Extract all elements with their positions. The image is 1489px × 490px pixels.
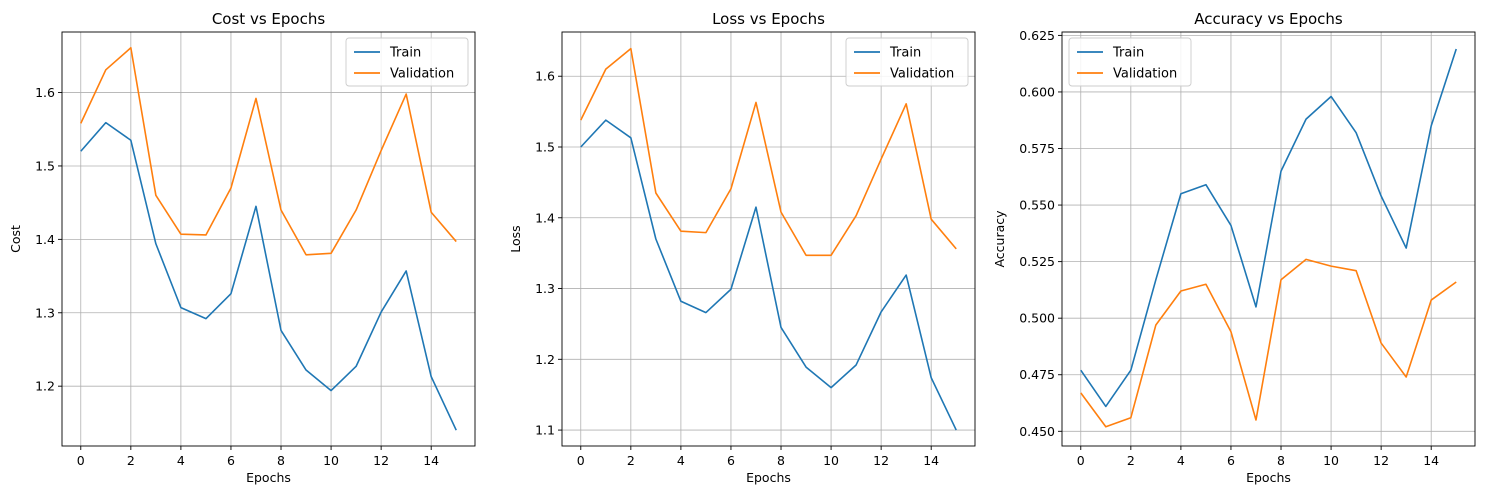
legend: Train Validation <box>845 37 969 87</box>
axes-frame <box>561 31 976 447</box>
series-line-validation <box>80 46 457 256</box>
legend-box <box>345 37 469 87</box>
x-tick-label: 12 <box>373 453 389 468</box>
x-axis-label: Epochs <box>746 470 791 485</box>
y-tick-label: 1.5 <box>35 158 55 173</box>
legend: Train Validation <box>345 37 469 87</box>
y-axis-label: Accuracy <box>992 210 1007 268</box>
x-tick-label: 4 <box>177 453 185 468</box>
legend-box <box>1068 37 1192 87</box>
y-tick-label: 0.500 <box>1019 311 1055 326</box>
y-tick-label: 0.600 <box>1019 84 1055 99</box>
x-tick-label: 8 <box>277 453 285 468</box>
x-tick-label: 0 <box>577 453 585 468</box>
y-tick-label: 1.2 <box>535 352 555 367</box>
x-tick-label: 12 <box>1373 453 1389 468</box>
y-tick-label: 0.525 <box>1019 254 1055 269</box>
y-tick-label: 0.625 <box>1019 28 1055 43</box>
x-axis-label: Epochs <box>1246 470 1291 485</box>
chart-panel-2: 0 2 4 6 8 10 12 14 1.1 1.2 1.3 1.4 1.5 1.6 Loss vs Epo… <box>508 10 976 485</box>
x-tick-label: 2 <box>627 453 635 468</box>
x-tick-label: 12 <box>873 453 889 468</box>
y-tick-label: 1.6 <box>535 69 555 84</box>
legend-box <box>845 37 969 87</box>
y-tick-label: 0.550 <box>1019 198 1055 213</box>
chart-title: Loss vs Epochs <box>712 10 825 28</box>
chart-panel-3: 0 2 4 6 8 10 12 14 0.450 0.475 0.500 0.525 0.550 0.57… <box>992 10 1476 485</box>
x-tick-label: 14 <box>423 453 439 468</box>
x-tick-label: 4 <box>677 453 685 468</box>
y-axis-label: Loss <box>508 225 523 252</box>
y-tick-label: 1.1 <box>535 423 555 438</box>
chart-title: Cost vs Epochs <box>212 10 326 28</box>
series-line-validation <box>580 47 957 257</box>
x-tick-label: 14 <box>1423 453 1439 468</box>
legend-label-validation: Validation <box>890 67 954 82</box>
x-tick-label: 4 <box>1177 453 1185 468</box>
series-line-train <box>1080 48 1457 408</box>
y-tick-label: 1.4 <box>35 232 55 247</box>
x-tick-label: 6 <box>727 453 735 468</box>
x-tick-label: 14 <box>923 453 939 468</box>
axes-frame <box>1061 31 1476 447</box>
x-tick-label: 10 <box>323 453 339 468</box>
y-tick-label: 1.3 <box>35 305 55 320</box>
x-tick-label: 6 <box>1227 453 1235 468</box>
x-tick-label: 0 <box>1077 453 1085 468</box>
y-axis-label: Cost <box>8 225 23 253</box>
y-tick-label: 1.3 <box>535 281 555 296</box>
y-tick-label: 1.5 <box>535 140 555 155</box>
x-tick-label: 10 <box>1323 453 1339 468</box>
y-tick-label: 0.450 <box>1019 424 1055 439</box>
y-tick-label: 0.575 <box>1019 141 1055 156</box>
series-line-train <box>80 121 457 431</box>
x-tick-label: 6 <box>227 453 235 468</box>
chart-panel-1: 0 2 4 6 8 10 12 14 1.2 1.3 1.4 1.5 1.6 Cost vs Epochs… <box>8 10 476 485</box>
x-tick-label: 10 <box>823 453 839 468</box>
y-tick-label: 1.6 <box>35 85 55 100</box>
chart-title: Accuracy vs Epochs <box>1194 10 1343 28</box>
y-tick-label: 1.4 <box>535 210 555 225</box>
x-tick-label: 2 <box>127 453 135 468</box>
series-line-validation <box>1080 258 1457 428</box>
legend-label-validation: Validation <box>390 67 454 82</box>
legend-label-train: Train <box>1112 46 1144 61</box>
legend-label-train: Train <box>389 46 421 61</box>
x-tick-label: 2 <box>1127 453 1135 468</box>
x-tick-label: 8 <box>1277 453 1285 468</box>
x-tick-label: 0 <box>77 453 85 468</box>
legend-label-train: Train <box>889 46 921 61</box>
legend: Train Validation <box>1068 37 1192 87</box>
x-axis-label: Epochs <box>246 470 291 485</box>
y-tick-label: 1.2 <box>35 379 55 394</box>
legend-label-validation: Validation <box>1113 67 1177 82</box>
y-tick-label: 0.475 <box>1019 367 1055 382</box>
x-tick-label: 8 <box>777 453 785 468</box>
series-line-train <box>580 119 957 431</box>
